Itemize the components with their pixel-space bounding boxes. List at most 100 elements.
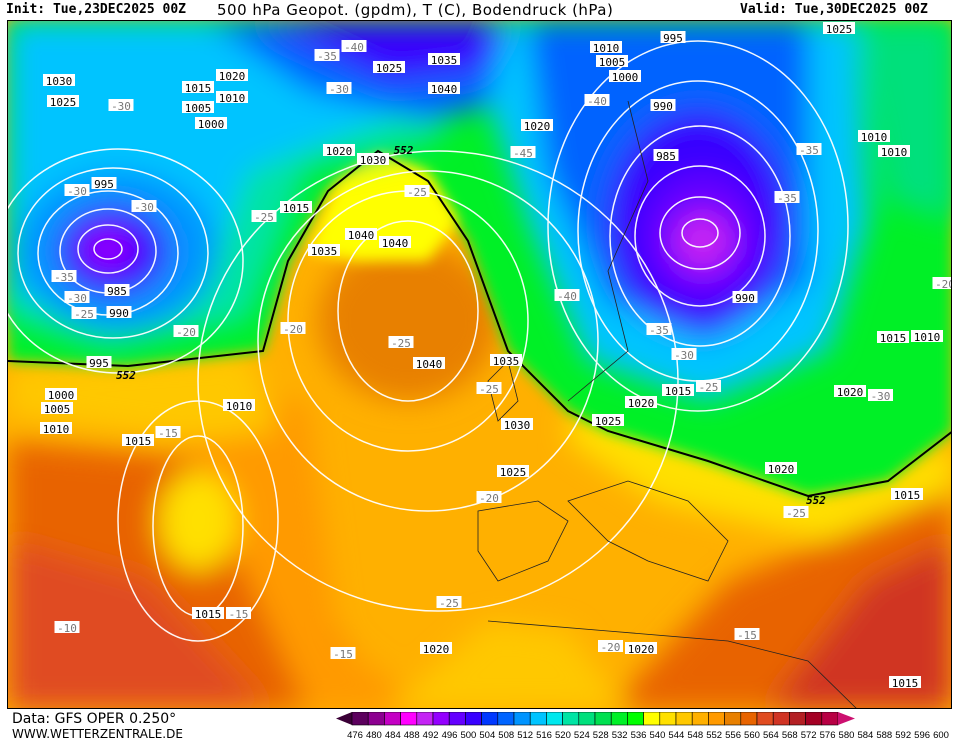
- isobar-label: 985: [107, 285, 127, 298]
- isobar-label: 995: [89, 357, 109, 370]
- isobar-label: 1010: [226, 400, 253, 413]
- data-source: Data: GFS OPER 0.250°: [12, 711, 177, 727]
- colorbar-swatch: [643, 712, 661, 726]
- isobar-label: 1040: [382, 237, 409, 250]
- colorbar-tick-label: 576: [820, 730, 836, 741]
- isobar-label-bg: [834, 385, 866, 397]
- isobar-label: 1030: [504, 419, 531, 432]
- isotherm-label-bg: [868, 389, 893, 401]
- isobar-label-bg: [280, 201, 312, 213]
- geopotential-label: 552: [806, 494, 826, 507]
- isotherm-label: -30: [329, 83, 349, 96]
- isobar-label: 1040: [348, 229, 375, 242]
- isobar-label-bg: [216, 91, 248, 103]
- isotherm-label: -15: [229, 608, 249, 621]
- colorbar-tick-label: 516: [536, 730, 552, 741]
- isobar-label: 1005: [44, 403, 71, 416]
- colorbar-swatch: [675, 712, 693, 726]
- isobar-label: 1025: [500, 466, 527, 479]
- isotherm-label: -40: [344, 41, 364, 54]
- isobar-label: 1025: [376, 62, 403, 75]
- colorbar-tick-label: 508: [498, 730, 514, 741]
- isotherm-label: -25: [407, 186, 427, 199]
- colorbar-tick-label: 536: [631, 730, 647, 741]
- isotherm-label: -40: [557, 290, 577, 303]
- isotherm-label: -30: [111, 100, 131, 113]
- colorbar-swatch: [627, 712, 644, 726]
- isobar-label: 1025: [595, 415, 622, 428]
- colorbar-swatch: [610, 712, 628, 726]
- isobar-label: 1025: [50, 96, 77, 109]
- isobar-label-bg: [43, 74, 75, 86]
- colorbar-tick-label: 540: [650, 730, 666, 741]
- isobar-label: 995: [94, 178, 114, 191]
- isobar-label-bg: [877, 331, 909, 343]
- isotherm-label-bg: [54, 621, 80, 633]
- isobar-label: 1020: [326, 145, 353, 158]
- isobar-label-bg: [41, 402, 73, 414]
- colorbar-tick-label: 528: [593, 730, 609, 741]
- isobar-label-bg: [592, 414, 624, 426]
- isotherm-label-bg: [510, 146, 536, 158]
- colorbar-swatch: [513, 712, 531, 726]
- isotherm-label: -35: [799, 144, 819, 157]
- colorbar-swatch: [724, 712, 742, 726]
- isobar-label: 995: [663, 32, 683, 45]
- isobar-label-bg: [420, 642, 452, 654]
- colorbar-legend: 476 480 484 488 492 496 500 504 508 512 516 520 524 5…: [336, 712, 949, 741]
- isobar-label: 1035: [493, 355, 520, 368]
- colorbar-tick-label: 568: [782, 730, 798, 741]
- isotherm-label: -45: [513, 147, 533, 160]
- isobar-label: 1010: [593, 42, 620, 55]
- isobar-label: 1015: [195, 608, 222, 621]
- isobar-label: 1015: [894, 489, 921, 502]
- isotherm-label-bg: [280, 322, 306, 334]
- isobar-label-bg: [428, 82, 460, 94]
- isobar-label-bg: [660, 31, 686, 43]
- isotherm-label: -30: [67, 292, 87, 305]
- isobar-label: 1030: [46, 75, 73, 88]
- isobar-label-bg: [428, 53, 460, 65]
- isobar-label: 990: [735, 292, 755, 305]
- isotherm-label: -20: [176, 326, 196, 339]
- isobar-label-bg: [911, 330, 943, 342]
- isotherm-label-bg: [783, 506, 809, 518]
- colorbar-swatch: [821, 712, 839, 726]
- isobar-label-bg: [413, 357, 445, 369]
- colorbar-tick-label: 548: [687, 730, 703, 741]
- isobar-label-bg: [182, 101, 214, 113]
- isotherm-label-bg: [64, 184, 90, 196]
- isobar-label: 1030: [360, 154, 387, 167]
- isotherm-label-bg: [932, 277, 951, 289]
- isobar-label-bg: [182, 81, 214, 93]
- map-field: 1030102510151020101010051000995985990995…: [8, 21, 951, 708]
- colorbar-swatch: [481, 712, 499, 726]
- isotherm-label: -30: [674, 349, 694, 362]
- isobar-label: 1015: [185, 82, 212, 95]
- isotherm-label: -25: [786, 507, 806, 520]
- isotherm-label-bg: [226, 607, 251, 619]
- colorbar-tick-label: 488: [404, 730, 420, 741]
- colorbar-tick-label: 552: [706, 730, 722, 741]
- colorbar-swatch: [546, 712, 563, 726]
- isotherm-label: -30: [134, 201, 154, 214]
- isotherm-label: -30: [871, 390, 891, 403]
- colorbar-swatch: [367, 712, 385, 726]
- colorbar-tick-label: 544: [668, 730, 684, 741]
- colorbar-tick-label: 556: [725, 730, 741, 741]
- isotherm-label: -15: [333, 648, 353, 661]
- colorbar-swatch: [805, 712, 823, 726]
- isobar-label-bg: [650, 99, 676, 111]
- isotherm-label-bg: [388, 336, 414, 348]
- isotherm-label-bg: [314, 49, 340, 61]
- isotherm-label-bg: [108, 99, 134, 111]
- isobar-label-bg: [216, 69, 248, 81]
- isobar-label: 1040: [431, 83, 458, 96]
- isobar-label-bg: [223, 399, 255, 411]
- isobar-label: 990: [109, 307, 129, 320]
- isobar-label: 1035: [311, 245, 338, 258]
- isobar-label-bg: [889, 676, 921, 688]
- isobar-label-bg: [497, 465, 529, 477]
- colorbar-tick-label: 500: [460, 730, 476, 741]
- colorbar-tick-label: 512: [517, 730, 533, 741]
